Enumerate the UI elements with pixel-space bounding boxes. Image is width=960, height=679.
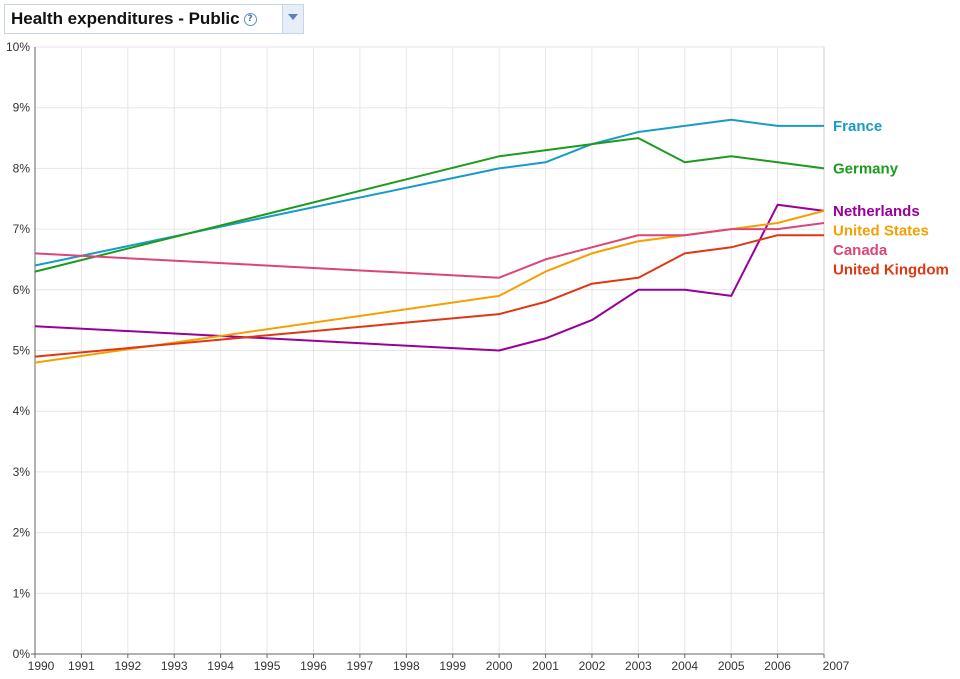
- series-line-germany[interactable]: [34, 137, 825, 273]
- x-tick-label: 2006: [764, 659, 791, 673]
- series-line-united-kingdom[interactable]: [34, 234, 824, 358]
- y-tick-label: 2%: [13, 526, 31, 540]
- y-tick-label: 9%: [13, 101, 31, 115]
- indicator-selector[interactable]: Health expenditures - Public ?: [4, 4, 304, 34]
- x-tick-label: 2003: [625, 659, 652, 673]
- series-label: France: [833, 118, 882, 135]
- x-tick-label: 2005: [718, 659, 745, 673]
- x-tick-label: 1991: [68, 659, 95, 673]
- series-label: Canada: [833, 242, 888, 259]
- x-tick-label: 1993: [161, 659, 188, 673]
- series-label: Netherlands: [833, 203, 920, 220]
- x-tick-label: 2001: [532, 659, 559, 673]
- chevron-down-icon[interactable]: [282, 5, 303, 33]
- series-label: United States: [833, 222, 929, 239]
- y-tick-label: 7%: [13, 222, 31, 236]
- y-tick-label: 8%: [13, 161, 31, 175]
- x-tick-label: 2007: [823, 659, 850, 673]
- axes: 1990 1991 1992 1993 1994 1995 1996 1997 1998 1999…: [6, 40, 850, 673]
- series-label: United Kingdom: [833, 261, 949, 278]
- series-line-netherlands[interactable]: [34, 203, 825, 352]
- y-tick-label: 5%: [13, 344, 31, 358]
- x-tick-label: 1997: [347, 659, 374, 673]
- y-tick-label: 3%: [13, 465, 31, 479]
- x-tick-label: 2004: [671, 659, 698, 673]
- y-tick-label: 10%: [6, 40, 30, 54]
- x-tick-label: 1994: [207, 659, 234, 673]
- y-tick-label: 0%: [13, 647, 31, 661]
- x-tick-label: 1999: [439, 659, 466, 673]
- x-tick-label: 1998: [393, 659, 420, 673]
- y-tick-label: 6%: [13, 283, 31, 297]
- series-line-canada[interactable]: [34, 222, 825, 279]
- x-tick-label: 1996: [300, 659, 327, 673]
- x-tick-label: 2002: [579, 659, 606, 673]
- y-tick-label: 4%: [13, 404, 31, 418]
- series-label: Germany: [833, 160, 899, 177]
- series-line-united-states[interactable]: [34, 209, 825, 364]
- grid: [34, 46, 825, 655]
- x-tick-label: 1992: [114, 659, 141, 673]
- series-line-france[interactable]: [34, 118, 824, 267]
- series-labels: France Germany Netherlands United States Can…: [833, 118, 949, 278]
- x-tick-label: 1995: [254, 659, 281, 673]
- help-icon[interactable]: ?: [243, 12, 257, 26]
- y-tick-label: 1%: [13, 586, 31, 600]
- chart-title: Health expenditures - Public: [11, 9, 240, 28]
- x-tick-label: 1990: [28, 659, 55, 673]
- series-lines: [34, 118, 825, 364]
- x-tick-label: 2000: [486, 659, 513, 673]
